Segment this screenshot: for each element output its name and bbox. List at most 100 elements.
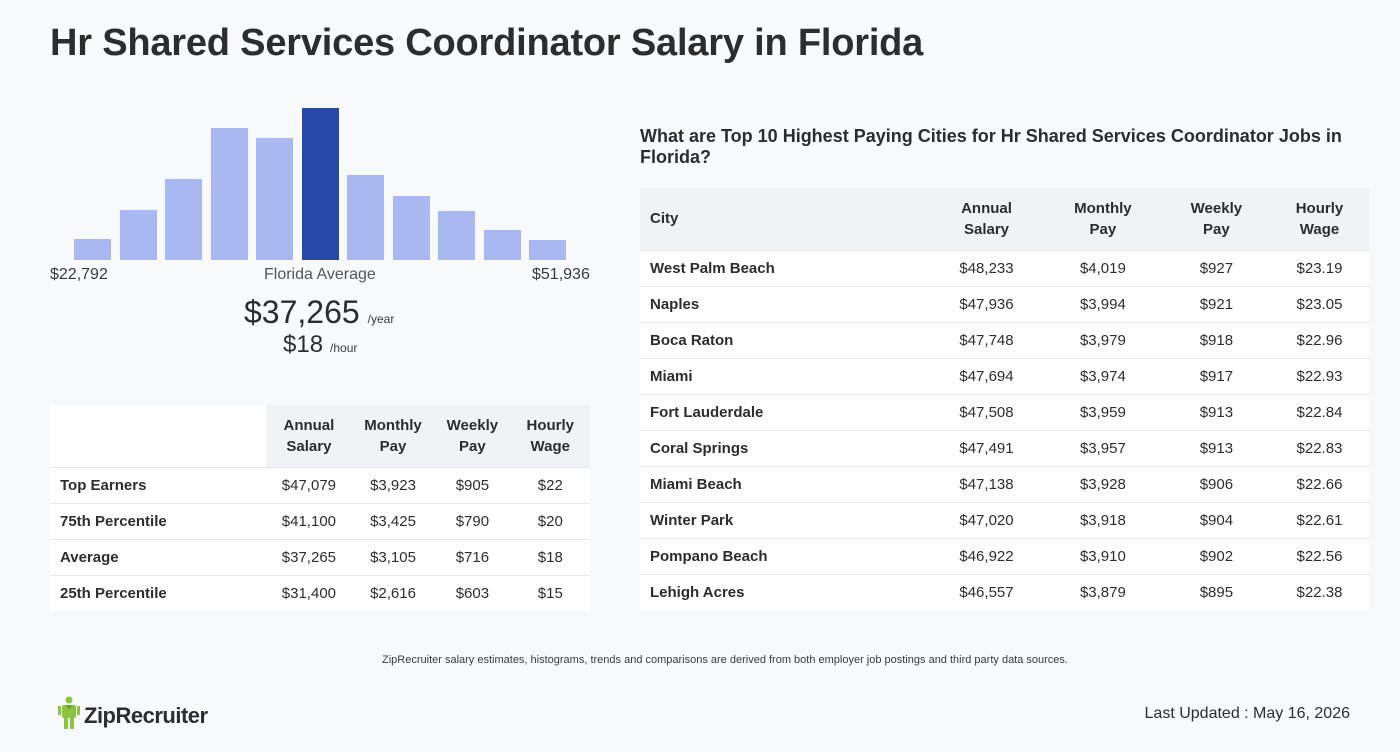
table-row: 75th Percentile $41,100 $3,425 $790 $20: [50, 502, 590, 539]
annual-cell: $47,491: [930, 429, 1043, 466]
weekly-cell: $790: [434, 502, 511, 539]
monthly-cell: $3,928: [1043, 465, 1163, 502]
average-annual-salary: $37,265 /year: [244, 294, 394, 331]
monthly-cell: $3,910: [1043, 537, 1163, 574]
percentile-header-blank: [50, 405, 266, 467]
table-row: Average $37,265 $3,105 $716 $18: [50, 538, 590, 575]
annual-cell: $47,020: [930, 501, 1043, 538]
annual-cell: $31,400: [266, 574, 352, 611]
annual-cell: $47,138: [930, 465, 1043, 502]
histogram-bar: [210, 128, 248, 260]
monthly-cell: $3,957: [1043, 429, 1163, 466]
average-hourly-unit: /hour: [330, 341, 358, 355]
table-row: Coral Springs $47,491 $3,957 $913 $22.83: [640, 429, 1369, 466]
average-hourly-amount: $18: [283, 331, 324, 358]
weekly-cell: $906: [1162, 465, 1270, 502]
ziprecruiter-logo[interactable]: ZipRecruiter: [58, 696, 208, 735]
hourly-cell: $15: [510, 574, 590, 611]
monthly-cell: $3,994: [1043, 285, 1163, 322]
table-row: Naples $47,936 $3,994 $921 $23.05: [640, 285, 1369, 322]
histogram-bar: [256, 138, 293, 260]
city-name: Fort Lauderdale: [640, 393, 930, 430]
city-header-city: City: [640, 188, 930, 250]
average-annual-unit: /year: [367, 312, 395, 326]
percentile-header-monthly: Monthly Pay: [351, 405, 435, 467]
city-header-hourly: Hourly Wage: [1269, 188, 1369, 250]
row-label: 75th Percentile: [50, 502, 266, 539]
city-header-monthly: Monthly Pay: [1043, 188, 1163, 250]
annual-cell: $46,557: [930, 573, 1043, 610]
histogram-range-min: $22,792: [50, 266, 108, 283]
weekly-cell: $902: [1162, 537, 1270, 574]
city-header-weekly: Weekly Pay: [1162, 188, 1270, 250]
weekly-cell: $921: [1162, 285, 1270, 322]
weekly-cell: $917: [1162, 357, 1270, 394]
table-row: Lehigh Acres $46,557 $3,879 $895 $22.38: [640, 573, 1369, 610]
histogram-bar: [347, 175, 384, 260]
histogram-bar-average: [301, 108, 339, 260]
table-row: Fort Lauderdale $47,508 $3,959 $913 $22.84: [640, 393, 1369, 430]
hourly-cell: $22.84: [1269, 393, 1369, 430]
histogram-bar: [392, 196, 430, 260]
histogram-range-max: $51,936: [532, 266, 590, 283]
weekly-cell: $913: [1162, 429, 1270, 466]
city-name: Winter Park: [640, 501, 930, 538]
last-updated: Last Updated : May 16, 2026: [1144, 705, 1350, 722]
table-row: Miami Beach $47,138 $3,928 $906 $22.66: [640, 465, 1369, 502]
percentile-table: Annual Salary Monthly Pay Weekly Pay Hou…: [50, 405, 590, 611]
city-name: Boca Raton: [640, 321, 930, 358]
table-row: Top Earners $47,079 $3,923 $905 $22: [50, 466, 590, 503]
hourly-cell: $18: [510, 538, 590, 575]
city-name: Miami Beach: [640, 465, 930, 502]
hourly-cell: $22.96: [1269, 321, 1369, 358]
monthly-cell: $3,425: [351, 502, 435, 539]
city-table-header: City Annual Salary Monthly Pay Weekly Pay H…: [640, 188, 1369, 250]
histogram-bar: [529, 240, 566, 260]
histogram-average-label: Florida Average: [264, 266, 376, 283]
city-name: West Palm Beach: [640, 249, 930, 286]
table-row: 25th Percentile $31,400 $2,616 $603 $15: [50, 574, 590, 611]
annual-cell: $37,265: [266, 538, 352, 575]
monthly-cell: $3,105: [351, 538, 435, 575]
weekly-cell: $913: [1162, 393, 1270, 430]
city-header-annual: Annual Salary: [930, 188, 1043, 250]
hourly-cell: $20: [510, 502, 590, 539]
average-hourly-salary: $18 /hour: [283, 331, 357, 359]
hourly-cell: $22.66: [1269, 465, 1369, 502]
salary-histogram: [50, 100, 590, 260]
ziprecruiter-logo-text: ZipRecruiter: [84, 702, 208, 728]
monthly-cell: $3,974: [1043, 357, 1163, 394]
histogram-bar: [74, 239, 111, 260]
monthly-cell: $3,979: [1043, 321, 1163, 358]
row-label: 25th Percentile: [50, 574, 266, 611]
hourly-cell: $22.38: [1269, 573, 1369, 610]
annual-cell: $41,100: [266, 502, 352, 539]
percentile-header-weekly: Weekly Pay: [434, 405, 511, 467]
weekly-cell: $927: [1162, 249, 1270, 286]
hourly-cell: $22.56: [1269, 537, 1369, 574]
monthly-cell: $3,923: [351, 466, 435, 503]
histogram-bar: [483, 230, 521, 260]
annual-cell: $46,922: [930, 537, 1043, 574]
table-row: Boca Raton $47,748 $3,979 $918 $22.96: [640, 321, 1369, 358]
disclaimer-text: ZipRecruiter salary estimates, histogram…: [382, 654, 1068, 666]
annual-cell: $48,233: [930, 249, 1043, 286]
hourly-cell: $23.05: [1269, 285, 1369, 322]
monthly-cell: $3,918: [1043, 501, 1163, 538]
weekly-cell: $905: [434, 466, 511, 503]
weekly-cell: $603: [434, 574, 511, 611]
average-annual-amount: $37,265: [244, 294, 360, 330]
top-cities-title: What are Top 10 Highest Paying Cities fo…: [640, 126, 1342, 167]
row-label: Top Earners: [50, 466, 266, 503]
table-row: West Palm Beach $48,233 $4,019 $927 $23.19: [640, 249, 1369, 286]
monthly-cell: $4,019: [1043, 249, 1163, 286]
weekly-cell: $895: [1162, 573, 1270, 610]
annual-cell: $47,748: [930, 321, 1043, 358]
annual-cell: $47,508: [930, 393, 1043, 430]
annual-cell: $47,936: [930, 285, 1043, 322]
monthly-cell: $3,879: [1043, 573, 1163, 610]
weekly-cell: $918: [1162, 321, 1270, 358]
monthly-cell: $3,959: [1043, 393, 1163, 430]
page-title: Hr Shared Services Coordinator Salary in…: [50, 22, 924, 64]
percentile-header-annual: Annual Salary: [266, 405, 352, 467]
